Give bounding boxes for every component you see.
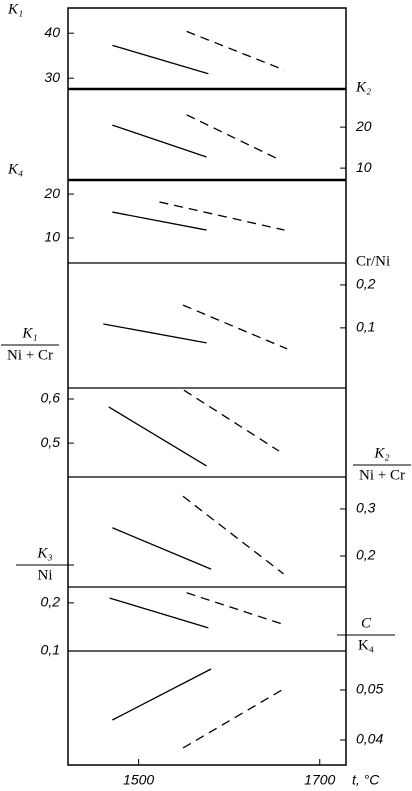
data-line (182, 304, 288, 350)
y-label: K₁ (7, 1, 23, 17)
y-label: K₂ (355, 79, 371, 95)
y-label-denominator: Ni + Cr (7, 347, 53, 363)
y-tick-label: 0,1 (356, 319, 375, 335)
y-tick-label: 0,5 (41, 434, 61, 450)
y-label: Cr/Ni (356, 253, 390, 269)
data-line (108, 406, 207, 467)
data-line (183, 389, 280, 452)
y-tick-label: 0,3 (356, 500, 376, 516)
x-tick-label: 1700 (304, 772, 335, 788)
data-line (112, 527, 212, 570)
y-tick-label: 10 (44, 229, 60, 245)
y-label-numerator: K₃ (36, 545, 52, 561)
y-label-denominator: Ni + Cr (359, 467, 405, 483)
data-line (186, 30, 285, 71)
data-line (112, 668, 212, 721)
y-tick-label: 20 (355, 118, 372, 134)
y-label-numerator: K₁ (21, 325, 37, 341)
data-line (109, 597, 209, 629)
y-label-denominator: Ni (38, 567, 53, 583)
y-tick-label: 0,2 (41, 594, 61, 610)
y-label: K₄ (7, 161, 23, 177)
data-line (186, 592, 286, 626)
data-line (112, 124, 207, 158)
data-line (182, 495, 284, 575)
data-line (103, 323, 207, 344)
data-line (182, 687, 286, 749)
y-label-numerator: K₂ (373, 445, 389, 461)
y-tick-label: 0,6 (41, 390, 61, 406)
y-label-denominator: K₄ (358, 637, 374, 653)
y-tick-label: 10 (356, 159, 372, 175)
data-line (112, 211, 207, 231)
data-line (159, 201, 285, 231)
plot-frame (67, 7, 347, 766)
y-label-numerator: C (361, 615, 372, 631)
y-tick-label: 0,1 (41, 642, 60, 658)
y-tick-label: 40 (44, 24, 60, 40)
y-tick-label: 0,2 (356, 547, 376, 563)
data-line (186, 114, 281, 161)
y-tick-label: 20 (43, 185, 60, 201)
x-axis-label: t, °C (352, 772, 380, 788)
data-line (112, 44, 209, 75)
y-tick-label: 30 (44, 69, 60, 85)
x-tick-label: 1500 (123, 772, 154, 788)
y-tick-label: 0,05 (356, 681, 383, 697)
y-tick-label: 0,04 (356, 731, 383, 747)
y-tick-label: 0,2 (356, 276, 376, 292)
